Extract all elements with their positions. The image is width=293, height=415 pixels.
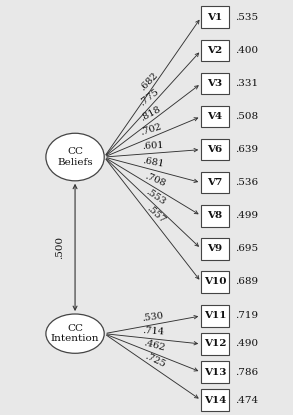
Text: .689: .689 xyxy=(235,278,258,286)
Text: V3: V3 xyxy=(207,79,223,88)
Text: .695: .695 xyxy=(235,244,258,254)
Text: .331: .331 xyxy=(235,79,258,88)
Text: V8: V8 xyxy=(207,211,223,220)
Text: .530: .530 xyxy=(141,312,163,323)
Ellipse shape xyxy=(46,314,104,353)
Text: .500: .500 xyxy=(54,236,64,259)
Text: .490: .490 xyxy=(235,339,258,349)
Text: .474: .474 xyxy=(235,396,258,405)
Text: .818: .818 xyxy=(139,105,162,123)
Text: V1: V1 xyxy=(207,13,223,22)
Text: .702: .702 xyxy=(139,122,163,137)
FancyBboxPatch shape xyxy=(201,305,229,327)
Ellipse shape xyxy=(46,133,104,181)
Text: V14: V14 xyxy=(204,396,226,405)
Text: .681: .681 xyxy=(142,156,165,169)
FancyBboxPatch shape xyxy=(201,106,229,127)
FancyBboxPatch shape xyxy=(201,39,229,61)
FancyBboxPatch shape xyxy=(201,172,229,193)
Text: V7: V7 xyxy=(207,178,223,187)
Text: .499: .499 xyxy=(235,211,258,220)
Text: V13: V13 xyxy=(204,368,226,377)
FancyBboxPatch shape xyxy=(201,390,229,411)
Text: CC
Intention: CC Intention xyxy=(51,324,99,343)
Text: V9: V9 xyxy=(207,244,223,254)
FancyBboxPatch shape xyxy=(201,333,229,355)
Text: V2: V2 xyxy=(207,46,223,55)
Text: .553: .553 xyxy=(144,187,167,207)
Text: .682: .682 xyxy=(138,71,160,93)
Text: V12: V12 xyxy=(204,339,226,349)
Text: .639: .639 xyxy=(235,145,258,154)
FancyBboxPatch shape xyxy=(201,205,229,227)
Text: .557: .557 xyxy=(145,203,167,225)
Text: .714: .714 xyxy=(142,326,164,337)
Text: .536: .536 xyxy=(235,178,258,187)
Text: .708: .708 xyxy=(143,171,166,188)
Text: .535: .535 xyxy=(235,13,258,22)
Text: .786: .786 xyxy=(235,368,258,377)
Text: .725: .725 xyxy=(143,352,167,369)
Text: .508: .508 xyxy=(235,112,258,121)
Text: V6: V6 xyxy=(207,145,223,154)
Text: .775: .775 xyxy=(138,88,161,108)
Text: .601: .601 xyxy=(142,141,163,151)
Text: .719: .719 xyxy=(235,311,258,320)
Text: CC
Beliefs: CC Beliefs xyxy=(57,147,93,167)
Text: .400: .400 xyxy=(235,46,258,55)
FancyBboxPatch shape xyxy=(201,7,229,28)
FancyBboxPatch shape xyxy=(201,271,229,293)
FancyBboxPatch shape xyxy=(201,73,229,94)
FancyBboxPatch shape xyxy=(201,238,229,260)
Text: V10: V10 xyxy=(204,278,226,286)
FancyBboxPatch shape xyxy=(201,361,229,383)
FancyBboxPatch shape xyxy=(201,139,229,160)
Text: .462: .462 xyxy=(142,339,166,353)
Text: V4: V4 xyxy=(207,112,223,121)
Text: V11: V11 xyxy=(204,311,226,320)
